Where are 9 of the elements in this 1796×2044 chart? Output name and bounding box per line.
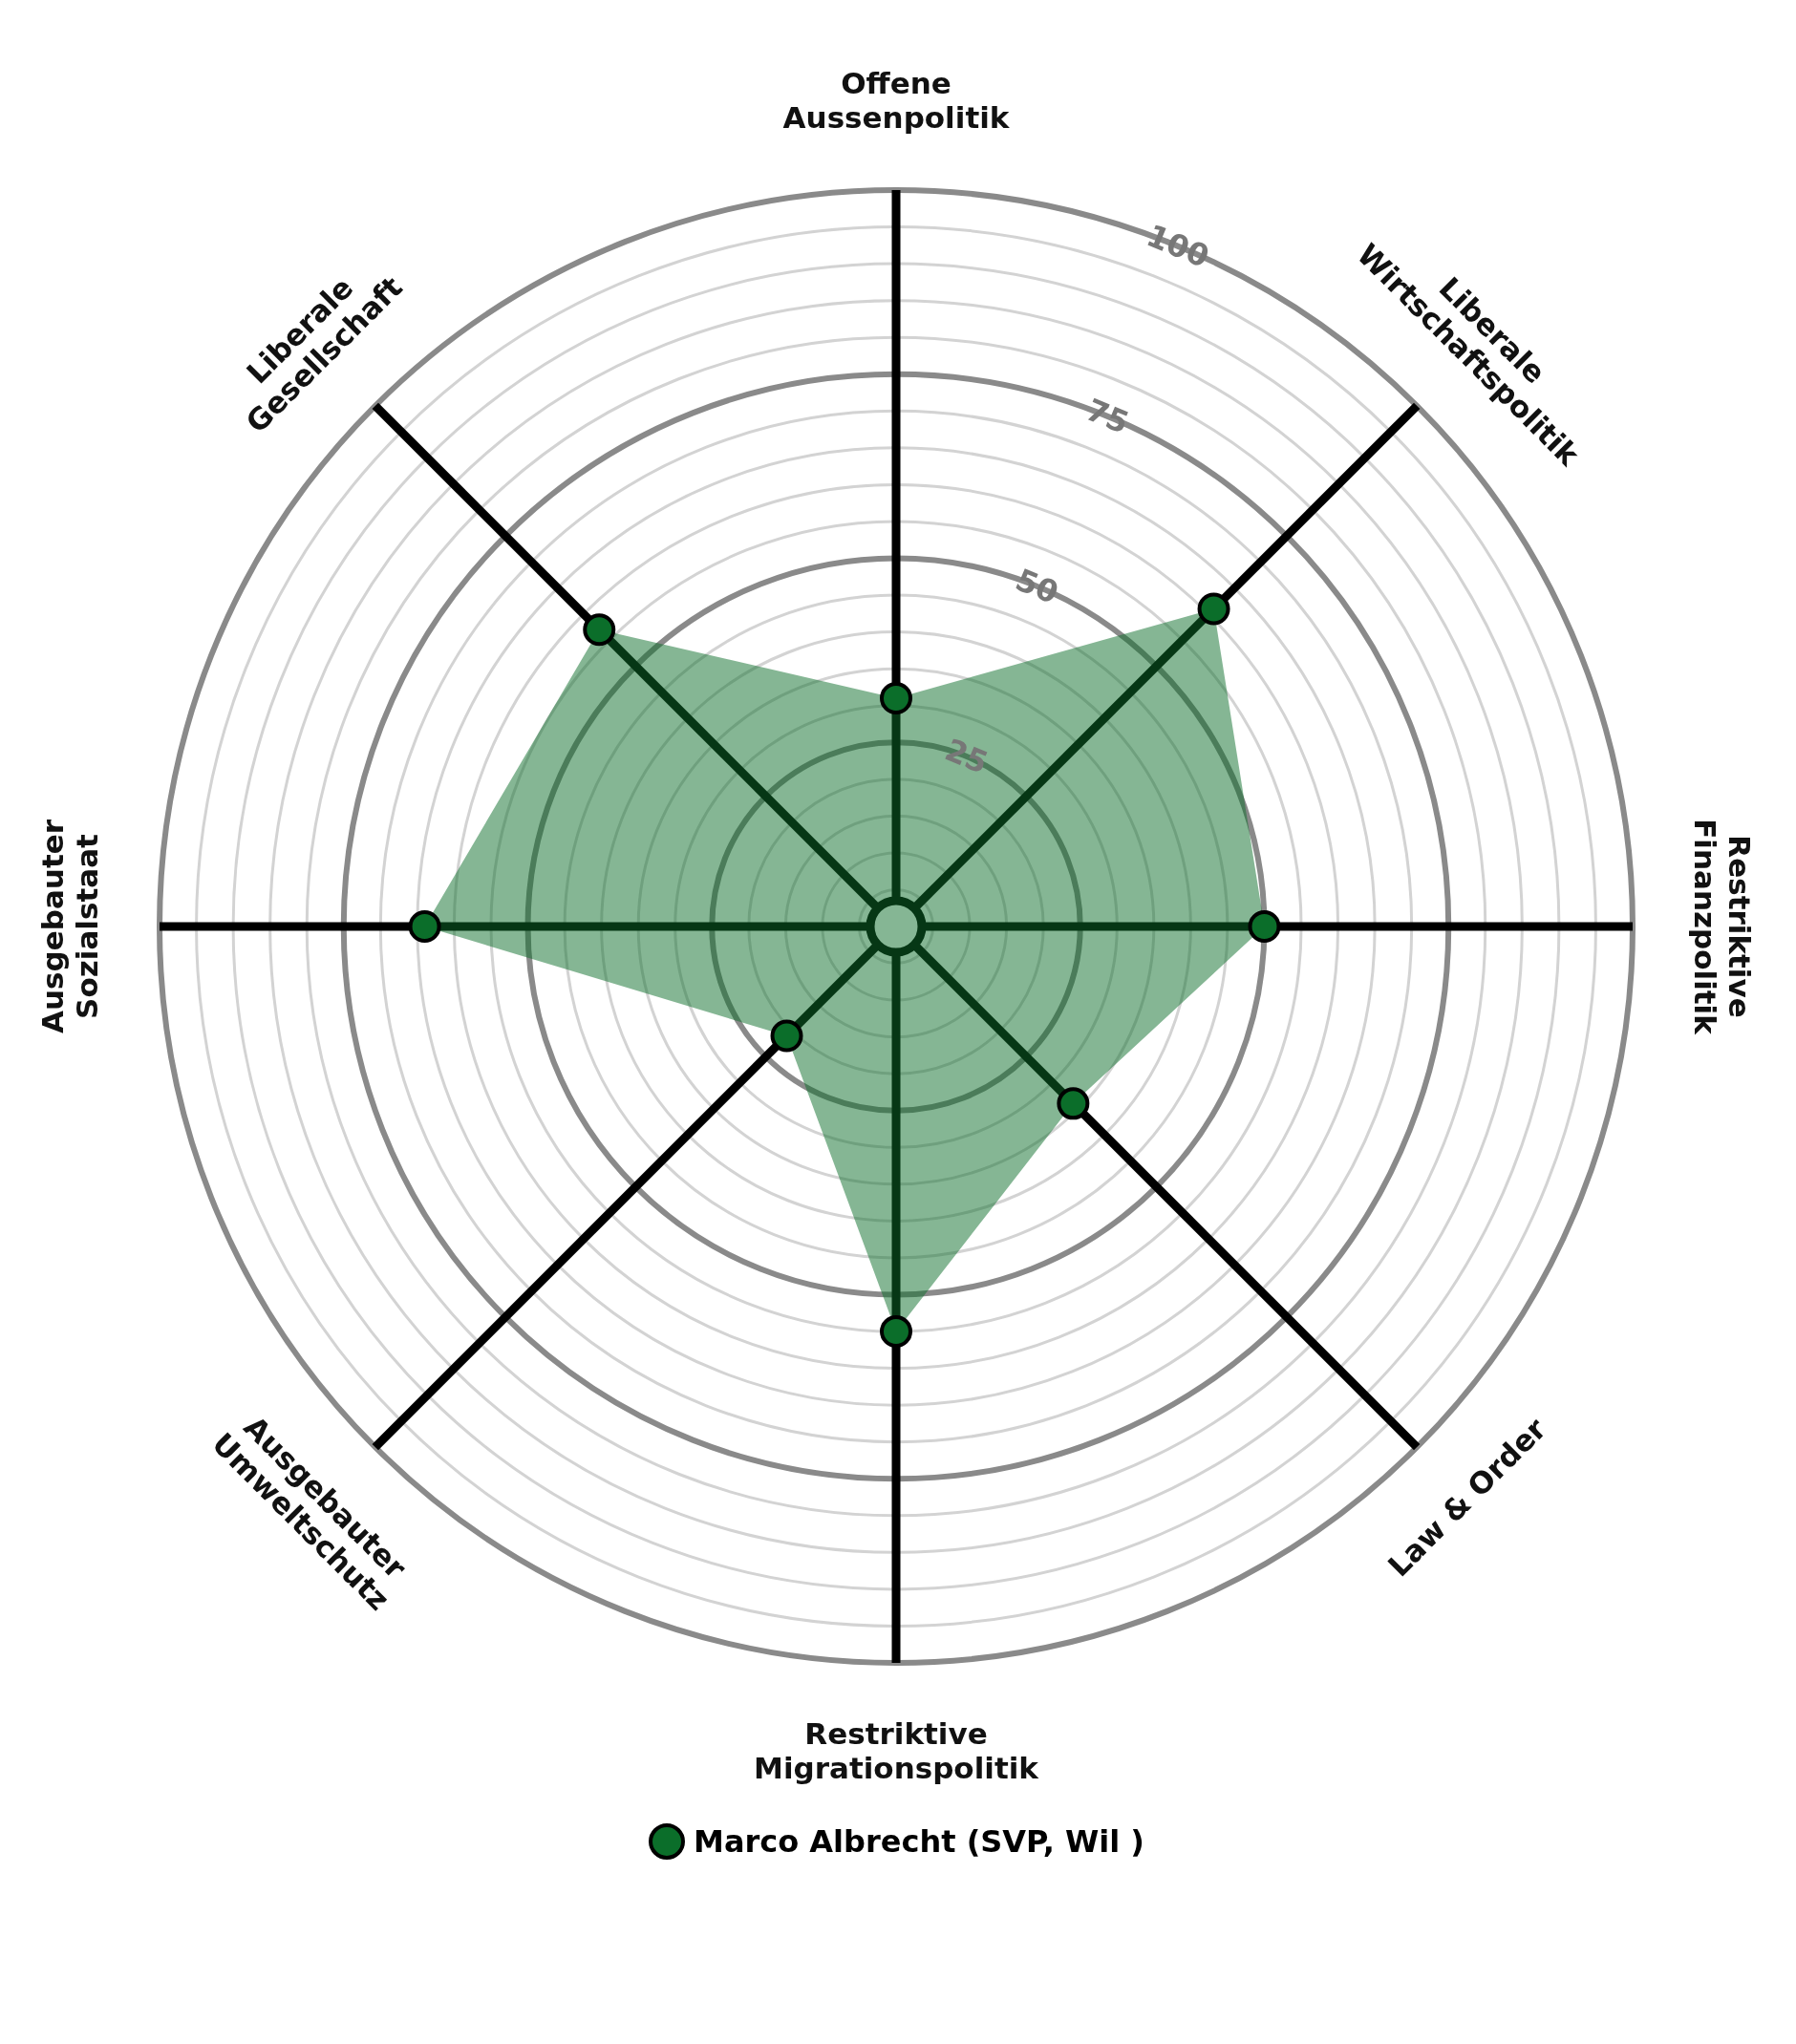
y-tick-label: 25	[939, 731, 994, 781]
spoke-label: Restriktive Finanzpolitik	[1688, 819, 1757, 1036]
spoke-label: Ausgebauter Sozialstaat	[35, 819, 104, 1034]
legend-label: Marco Albrecht (SVP, Wil )	[694, 1823, 1144, 1860]
y-tick-label: 50	[1010, 561, 1064, 611]
y-tick-label: 100	[1141, 217, 1215, 276]
spoke-label: Restriktive Migrationspolitik	[754, 1716, 1040, 1785]
spoke-label: Offene Aussenpolitik	[782, 66, 1011, 135]
y-tick-label: 75	[1080, 391, 1135, 441]
